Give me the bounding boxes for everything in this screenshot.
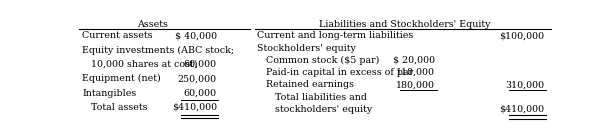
Text: 180,000: 180,000 xyxy=(397,80,435,89)
Text: $ 40,000: $ 40,000 xyxy=(175,31,217,40)
Text: Retained earnings: Retained earnings xyxy=(257,80,354,89)
Text: Current and long-term liabilities: Current and long-term liabilities xyxy=(257,31,413,40)
Text: Common stock ($5 par): Common stock ($5 par) xyxy=(257,56,379,65)
Text: 110,000: 110,000 xyxy=(397,68,435,77)
Text: $410,000: $410,000 xyxy=(172,103,217,112)
Text: Total liabilities and: Total liabilities and xyxy=(257,93,367,102)
Text: Total assets: Total assets xyxy=(82,103,148,112)
Text: $100,000: $100,000 xyxy=(500,31,544,40)
Text: Intangibles: Intangibles xyxy=(82,89,137,98)
Text: Current assets: Current assets xyxy=(82,31,153,40)
Text: $410,000: $410,000 xyxy=(500,105,544,114)
Text: Equity investments (ABC stock;: Equity investments (ABC stock; xyxy=(82,46,234,55)
Text: 60,000: 60,000 xyxy=(184,89,217,98)
Text: Equipment (net): Equipment (net) xyxy=(82,74,161,83)
Text: $ 20,000: $ 20,000 xyxy=(393,56,435,65)
Text: Liabilities and Stockholders' Equity: Liabilities and Stockholders' Equity xyxy=(319,20,490,29)
Text: 10,000 shares at cost): 10,000 shares at cost) xyxy=(82,60,198,69)
Text: Paid-in capital in excess of par: Paid-in capital in excess of par xyxy=(257,68,413,77)
Text: 250,000: 250,000 xyxy=(178,74,217,83)
Text: Stockholders' equity: Stockholders' equity xyxy=(257,44,356,53)
Text: Assets: Assets xyxy=(137,20,168,29)
Text: stockholders' equity: stockholders' equity xyxy=(257,105,373,114)
Text: 310,000: 310,000 xyxy=(506,80,544,89)
Text: 60,000: 60,000 xyxy=(184,60,217,69)
